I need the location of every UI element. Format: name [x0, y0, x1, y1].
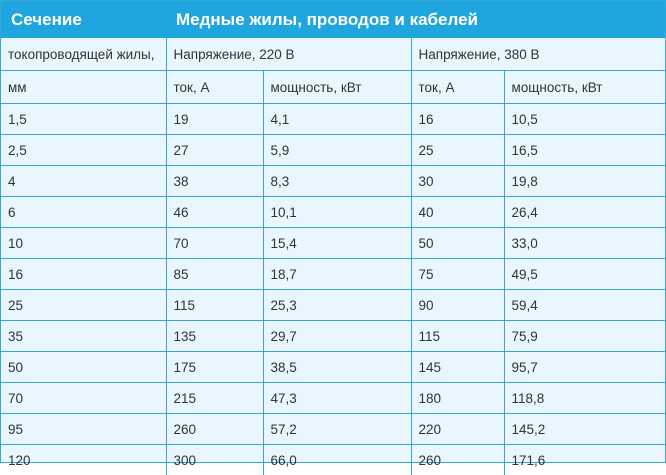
current-220-cell: 300 [166, 445, 263, 475]
power-380-cell: 171,6 [504, 445, 665, 475]
current-380-cell: 50 [411, 228, 504, 259]
cross-section-cell: 95 [1, 414, 166, 445]
current-220-cell: 175 [166, 352, 263, 383]
power-220-cell: 18,7 [263, 259, 411, 290]
power-380-cell: 75,9 [504, 321, 665, 352]
power-380-cell: 59,4 [504, 290, 665, 321]
power-220-cell: 57,2 [263, 414, 411, 445]
power-380-cell: 95,7 [504, 352, 665, 383]
current-220-cell: 70 [166, 228, 263, 259]
current-380-cell: 90 [411, 290, 504, 321]
current-380-cell: 260 [411, 445, 504, 475]
current-380-cell: 180 [411, 383, 504, 414]
main-title: Медные жилы, проводов и кабелей [166, 1, 665, 38]
cross-section-cell: 6 [1, 197, 166, 228]
current-220-cell: 115 [166, 290, 263, 321]
section-title: Сечение [1, 1, 166, 38]
power-220-cell: 38,5 [263, 352, 411, 383]
power-380-cell: 49,5 [504, 259, 665, 290]
current-220-cell: 38 [166, 166, 263, 197]
cross-section-cell: 70 [1, 383, 166, 414]
current-380-cell: 16 [411, 104, 504, 135]
cross-section-cell: 4 [1, 166, 166, 197]
power-220-cell: 4,1 [263, 104, 411, 135]
current-380-cell: 25 [411, 135, 504, 166]
cable-table-container: Сечение Медные жилы, проводов и кабелей … [0, 0, 666, 463]
power-220-cell: 25,3 [263, 290, 411, 321]
power-220-cell: 15,4 [263, 228, 411, 259]
subheader-row-voltage: токопроводящей жилы, Напряжение, 220 В Н… [1, 38, 665, 71]
conductor-label: токопроводящей жилы, [1, 38, 166, 71]
power-220-cell: 66,0 [263, 445, 411, 475]
current-220-cell: 27 [166, 135, 263, 166]
current-380-cell: 145 [411, 352, 504, 383]
voltage-380-header: Напряжение, 380 В [411, 38, 665, 71]
voltage-220-header: Напряжение, 220 В [166, 38, 411, 71]
power-380-cell: 145,2 [504, 414, 665, 445]
current-380-cell: 40 [411, 197, 504, 228]
power-220-cell: 8,3 [263, 166, 411, 197]
power-220-cell: 29,7 [263, 321, 411, 352]
current-380-cell: 30 [411, 166, 504, 197]
current-220-cell: 85 [166, 259, 263, 290]
cross-section-cell: 10 [1, 228, 166, 259]
power-380-header: мощность, кВт [504, 71, 665, 104]
table-title-row: Сечение Медные жилы, проводов и кабелей [1, 1, 665, 38]
cross-section-cell: 35 [1, 321, 166, 352]
current-220-cell: 19 [166, 104, 263, 135]
power-380-cell: 26,4 [504, 197, 665, 228]
subheader-row-units: мм ток, А мощность, кВт ток, А мощность,… [1, 71, 665, 104]
power-220-cell: 47,3 [263, 383, 411, 414]
cross-section-cell: 25 [1, 290, 166, 321]
power-380-cell: 19,8 [504, 166, 665, 197]
current-220-cell: 260 [166, 414, 263, 445]
power-380-cell: 10,5 [504, 104, 665, 135]
power-220-header: мощность, кВт [263, 71, 411, 104]
cross-section-cell: 50 [1, 352, 166, 383]
current-220-header: ток, А [166, 71, 263, 104]
current-220-cell: 215 [166, 383, 263, 414]
current-380-cell: 220 [411, 414, 504, 445]
cross-section-cell: 2,5 [1, 135, 166, 166]
cross-section-cell: 16 [1, 259, 166, 290]
current-220-cell: 46 [166, 197, 263, 228]
current-380-cell: 75 [411, 259, 504, 290]
power-220-cell: 10,1 [263, 197, 411, 228]
current-380-cell: 115 [411, 321, 504, 352]
power-380-cell: 118,8 [504, 383, 665, 414]
current-380-header: ток, А [411, 71, 504, 104]
cross-section-cell: 1,5 [1, 104, 166, 135]
power-380-cell: 33,0 [504, 228, 665, 259]
current-220-cell: 135 [166, 321, 263, 352]
power-220-cell: 5,9 [263, 135, 411, 166]
power-380-cell: 16,5 [504, 135, 665, 166]
cross-section-cell: 120 [1, 445, 166, 475]
unit-mm-label: мм [1, 71, 166, 104]
